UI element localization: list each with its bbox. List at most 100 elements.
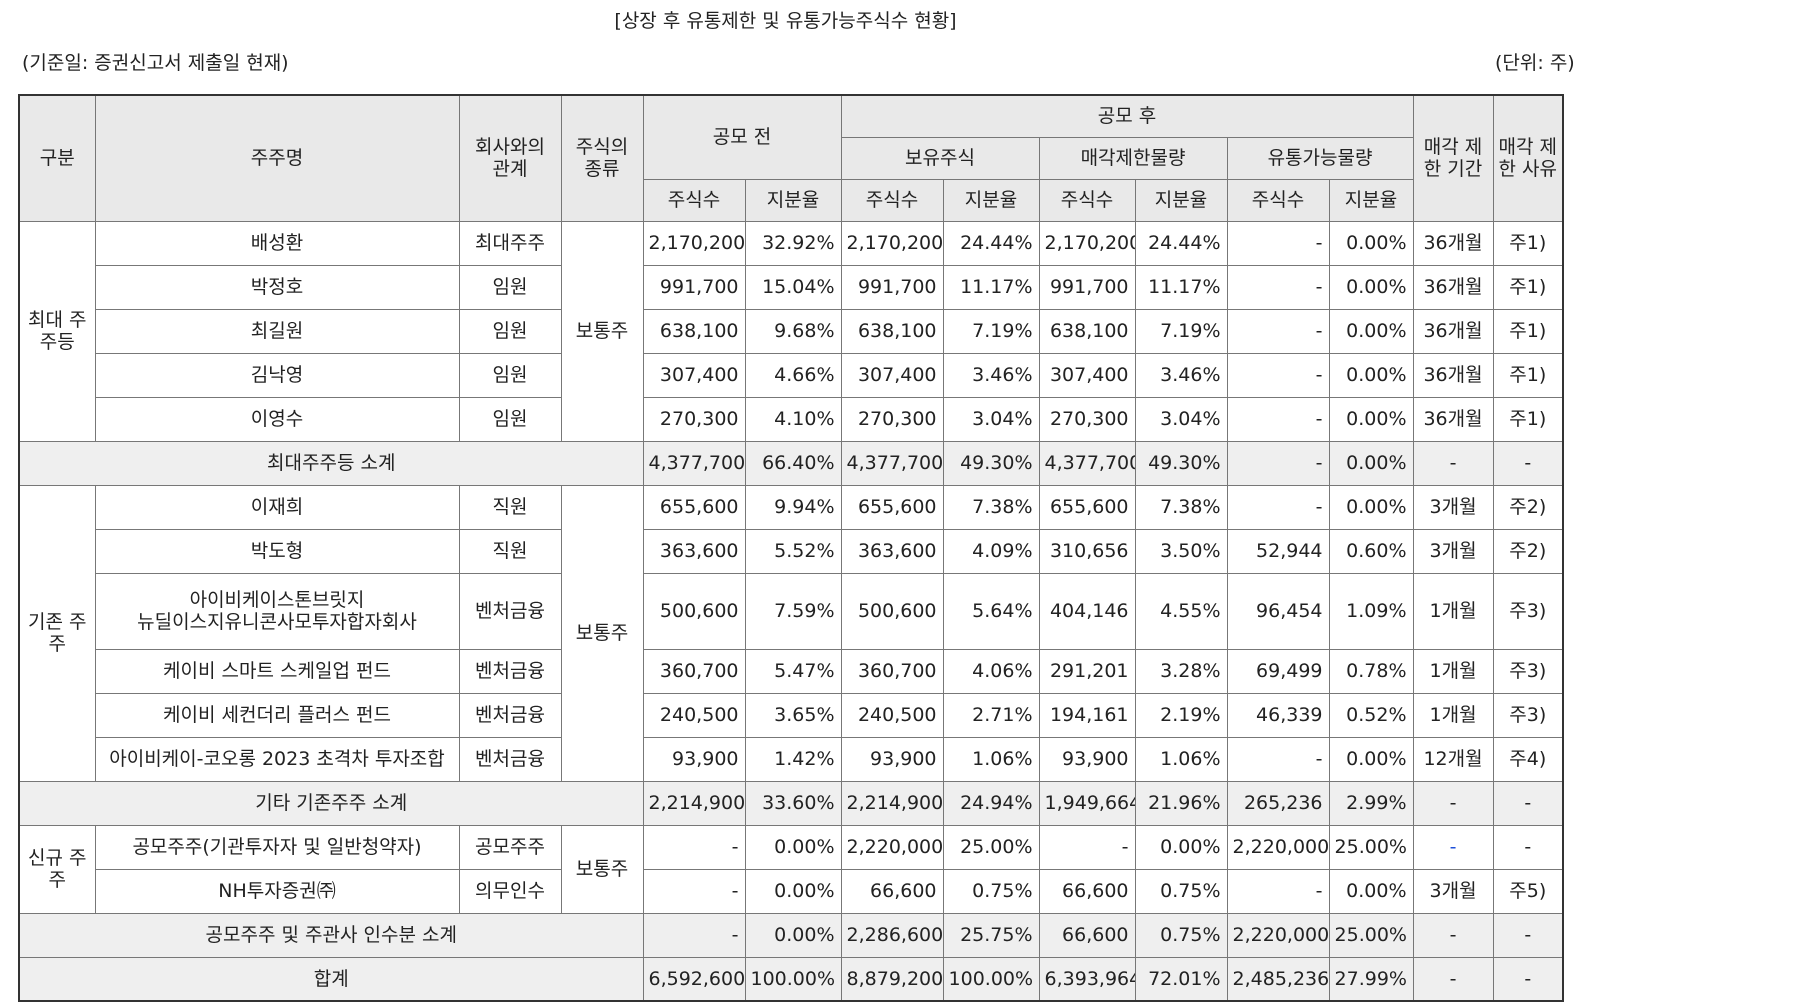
- tradable-ratio: 0.00%: [1328, 220, 1414, 266]
- restricted-shares: -: [1038, 824, 1136, 870]
- table-row: 김낙영 임원 307,400 4.66% 307,400 3.46% 307,4…: [19, 352, 1564, 398]
- held-ratio: 24.44%: [942, 220, 1040, 266]
- restriction-reason: -: [1492, 912, 1564, 958]
- tradable-shares: -: [1226, 736, 1330, 782]
- restriction-reason: 주4): [1492, 736, 1564, 782]
- table-row: 아이비케이스톤브릿지 뉴딜이스지유니콘사모투자합자회사 벤처금융 500,600 …: [19, 572, 1564, 650]
- tradable-ratio: 0.00%: [1328, 264, 1414, 310]
- holder-name: 이재희: [94, 484, 460, 530]
- tradable-ratio: 0.00%: [1328, 396, 1414, 442]
- tradable-shares: -: [1226, 440, 1330, 486]
- relation: 공모주주: [458, 824, 562, 870]
- holder-name: 배성환: [94, 220, 460, 266]
- tradable-ratio: 0.00%: [1328, 736, 1414, 782]
- held-ratio: 7.38%: [942, 484, 1040, 530]
- restricted-shares: 4,377,700: [1038, 440, 1136, 486]
- tradable-ratio: 0.60%: [1328, 528, 1414, 574]
- tradable-ratio: 25.00%: [1328, 912, 1414, 958]
- tradable-shares: 2,220,000: [1226, 912, 1330, 958]
- restricted-ratio: 21.96%: [1134, 780, 1228, 826]
- tradable-ratio: 0.00%: [1328, 868, 1414, 914]
- restriction-period: 36개월: [1412, 264, 1494, 310]
- restricted-ratio: 0.75%: [1134, 868, 1228, 914]
- group-existing: 기존 주주: [18, 484, 96, 782]
- restricted-ratio: 1.06%: [1134, 736, 1228, 782]
- restriction-reason: 주2): [1492, 484, 1564, 530]
- restriction-period: 36개월: [1412, 396, 1494, 442]
- header-ratio: 지분율: [1328, 178, 1414, 222]
- relation: 벤처금융: [458, 736, 562, 782]
- restricted-shares: 194,161: [1038, 692, 1136, 738]
- held-ratio: 5.64%: [942, 572, 1040, 650]
- tradable-shares: 69,499: [1226, 648, 1330, 694]
- relation: 벤처금융: [458, 572, 562, 650]
- holder-name: 최길원: [94, 308, 460, 354]
- restricted-shares: 1,949,664: [1038, 780, 1136, 826]
- restriction-period: 1개월: [1412, 572, 1494, 650]
- relation: 임원: [458, 352, 562, 398]
- subtotal-label: 공모주주 및 주관사 인수분 소계: [18, 912, 644, 958]
- tradable-shares: -: [1226, 352, 1330, 398]
- holder-name: 이영수: [94, 396, 460, 442]
- tradable-ratio: 0.00%: [1328, 440, 1414, 486]
- held-ratio: 11.17%: [942, 264, 1040, 310]
- restricted-ratio: 7.19%: [1134, 308, 1228, 354]
- restricted-ratio: 49.30%: [1134, 440, 1228, 486]
- restriction-reason: 주1): [1492, 220, 1564, 266]
- tradable-shares: -: [1226, 220, 1330, 266]
- table-row: 박도형 직원 363,600 5.52% 363,600 4.09% 310,6…: [19, 528, 1564, 574]
- restricted-ratio: 72.01%: [1134, 956, 1228, 1002]
- stock-type: 보통주: [560, 484, 644, 782]
- header-ratio: 지분율: [942, 178, 1040, 222]
- subtotal-label: 기타 기존주주 소계: [18, 780, 644, 826]
- group-new: 신규 주주: [18, 824, 96, 914]
- held-shares: 240,500: [840, 692, 944, 738]
- tradable-shares: -: [1226, 484, 1330, 530]
- restriction-period: -: [1412, 780, 1494, 826]
- restricted-ratio: 3.28%: [1134, 648, 1228, 694]
- header-shares: 주식수: [1226, 178, 1330, 222]
- restriction-reason: 주1): [1492, 396, 1564, 442]
- table-row: 최대 주주등 배성환 최대주주 보통주 2,170,200 32.92% 2,1…: [18, 220, 1564, 442]
- before-shares: -: [642, 868, 746, 914]
- header-shares: 주식수: [1038, 178, 1136, 222]
- header-tradable-shares: 유통가능물량: [1226, 136, 1414, 180]
- restriction-reason: 주1): [1492, 264, 1564, 310]
- tradable-ratio: 0.00%: [1328, 352, 1414, 398]
- restriction-reason: 주3): [1492, 648, 1564, 694]
- before-shares: 270,300: [642, 396, 746, 442]
- before-ratio: 1.42%: [744, 736, 842, 782]
- tradable-ratio: 27.99%: [1328, 956, 1414, 1002]
- restriction-reason: -: [1492, 956, 1564, 1002]
- restricted-shares: 310,656: [1038, 528, 1136, 574]
- before-ratio: 0.00%: [744, 868, 842, 914]
- header-shares: 주식수: [642, 178, 746, 222]
- subtotal-row: 공모주주 및 주관사 인수분 소계 - 0.00% 2,286,600 25.7…: [18, 912, 1564, 958]
- before-ratio: 4.10%: [744, 396, 842, 442]
- header-ratio: 지분율: [1134, 178, 1228, 222]
- subtotal-label: 최대주주등 소계: [18, 440, 644, 486]
- header-restricted-shares: 매각제한물량: [1038, 136, 1228, 180]
- held-ratio: 1.06%: [942, 736, 1040, 782]
- relation: 직원: [458, 484, 562, 530]
- before-ratio: 33.60%: [744, 780, 842, 826]
- group-major: 최대 주주등: [18, 220, 96, 442]
- restriction-period: 1개월: [1412, 692, 1494, 738]
- stock-type: 보통주: [560, 824, 644, 914]
- table-row: 이영수 임원 270,300 4.10% 270,300 3.04% 270,3…: [19, 396, 1564, 442]
- holder-name: 공모주주(기관투자자 및 일반청약자): [94, 824, 460, 870]
- stock-type: 보통주: [560, 220, 644, 442]
- restriction-reason: -: [1492, 780, 1564, 826]
- held-ratio: 25.00%: [942, 824, 1040, 870]
- held-ratio: 4.09%: [942, 528, 1040, 574]
- before-ratio: 5.52%: [744, 528, 842, 574]
- tradable-shares: -: [1226, 396, 1330, 442]
- table-row: 최길원 임원 638,100 9.68% 638,100 7.19% 638,1…: [19, 308, 1564, 354]
- held-shares: 270,300: [840, 396, 944, 442]
- restricted-shares: 404,146: [1038, 572, 1136, 650]
- subtotal-row: 최대주주등 소계 4,377,700 66.40% 4,377,700 49.3…: [18, 440, 1564, 486]
- relation: 임원: [458, 308, 562, 354]
- relation: 벤처금융: [458, 692, 562, 738]
- held-shares: 2,170,200: [840, 220, 944, 266]
- held-shares: 8,879,200: [840, 956, 944, 1002]
